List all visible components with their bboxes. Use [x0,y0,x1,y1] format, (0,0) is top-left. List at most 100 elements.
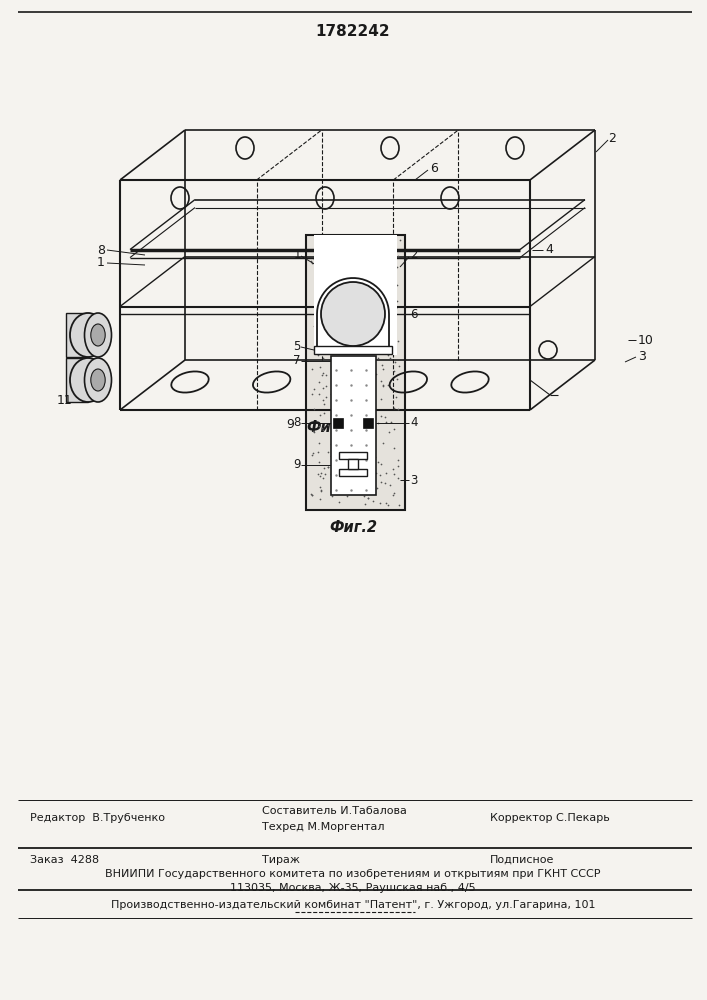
Point [332,245,344,261]
Point [359,393,370,409]
Point [347,451,358,467]
Point [380,465,392,481]
Point [370,366,382,382]
Point [361,362,373,378]
Point [325,436,337,452]
Text: 11: 11 [57,393,72,406]
Ellipse shape [70,358,106,402]
Point [338,407,349,423]
Point [344,402,356,418]
Point [308,381,320,397]
Point [368,341,380,357]
Point [342,329,354,345]
Ellipse shape [90,324,105,346]
Bar [314,346,392,354]
Point [315,341,327,357]
Point [378,300,390,316]
Point [308,423,319,439]
Point [361,406,372,422]
Point [328,275,339,291]
Point [313,289,325,305]
Point [368,457,379,473]
Point [355,434,366,450]
Point [346,422,358,438]
Point [382,284,393,300]
Point [332,239,344,255]
Point [363,371,375,387]
Point [339,282,350,298]
Point [366,303,378,319]
Bar [348,459,358,469]
Point [305,486,317,502]
Text: Редактор  В.Трубченко: Редактор В.Трубченко [30,813,165,823]
Text: 2: 2 [608,131,616,144]
Point [310,290,321,306]
Point [326,241,337,257]
Text: 7: 7 [293,355,301,367]
Point [374,467,385,483]
Point [359,310,370,326]
Point [332,382,344,398]
Point [326,484,337,500]
Point [363,418,374,434]
Point [345,322,356,338]
Point [317,235,329,251]
Point [326,350,337,366]
Point [318,405,329,421]
Point [330,284,341,300]
Point [393,458,404,474]
Point [325,466,337,482]
Point [320,344,332,360]
Point [333,315,344,331]
Point [382,497,393,513]
Point [380,234,391,250]
Point [373,294,385,310]
Bar [306,235,405,510]
Point [375,255,387,271]
Point [378,361,389,377]
Point [373,325,385,341]
Point [329,351,340,367]
Point [347,288,358,304]
Text: Корректор С.Пекарь: Корректор С.Пекарь [490,813,609,823]
Point [363,467,374,483]
Point [327,340,339,356]
Point [380,250,391,266]
Point [349,417,361,433]
Point [317,350,329,366]
Point [320,274,331,290]
Point [370,449,381,465]
Point [375,456,387,472]
Point [339,446,351,462]
Point [339,278,351,294]
Point [312,466,323,482]
Circle shape [321,282,385,346]
Point [334,232,346,248]
Point [315,482,327,498]
Point [348,425,359,441]
Point [357,418,368,434]
Point [316,329,327,345]
Text: 8: 8 [293,416,301,429]
Point [387,273,399,289]
Point [307,445,318,461]
Point [386,261,397,277]
Text: 1: 1 [293,248,301,261]
Point [357,433,368,449]
Point [341,488,353,504]
Point [370,247,381,263]
Point [365,468,376,484]
Point [393,358,404,374]
Point [312,444,324,460]
Point [333,286,344,302]
Point [389,466,400,482]
Point [366,237,378,253]
Point [362,271,373,287]
Point [334,306,346,322]
Point [324,323,335,339]
Bar [331,356,376,495]
Point [387,461,399,477]
Point [306,487,317,503]
Point [382,339,393,355]
Point [351,394,363,410]
